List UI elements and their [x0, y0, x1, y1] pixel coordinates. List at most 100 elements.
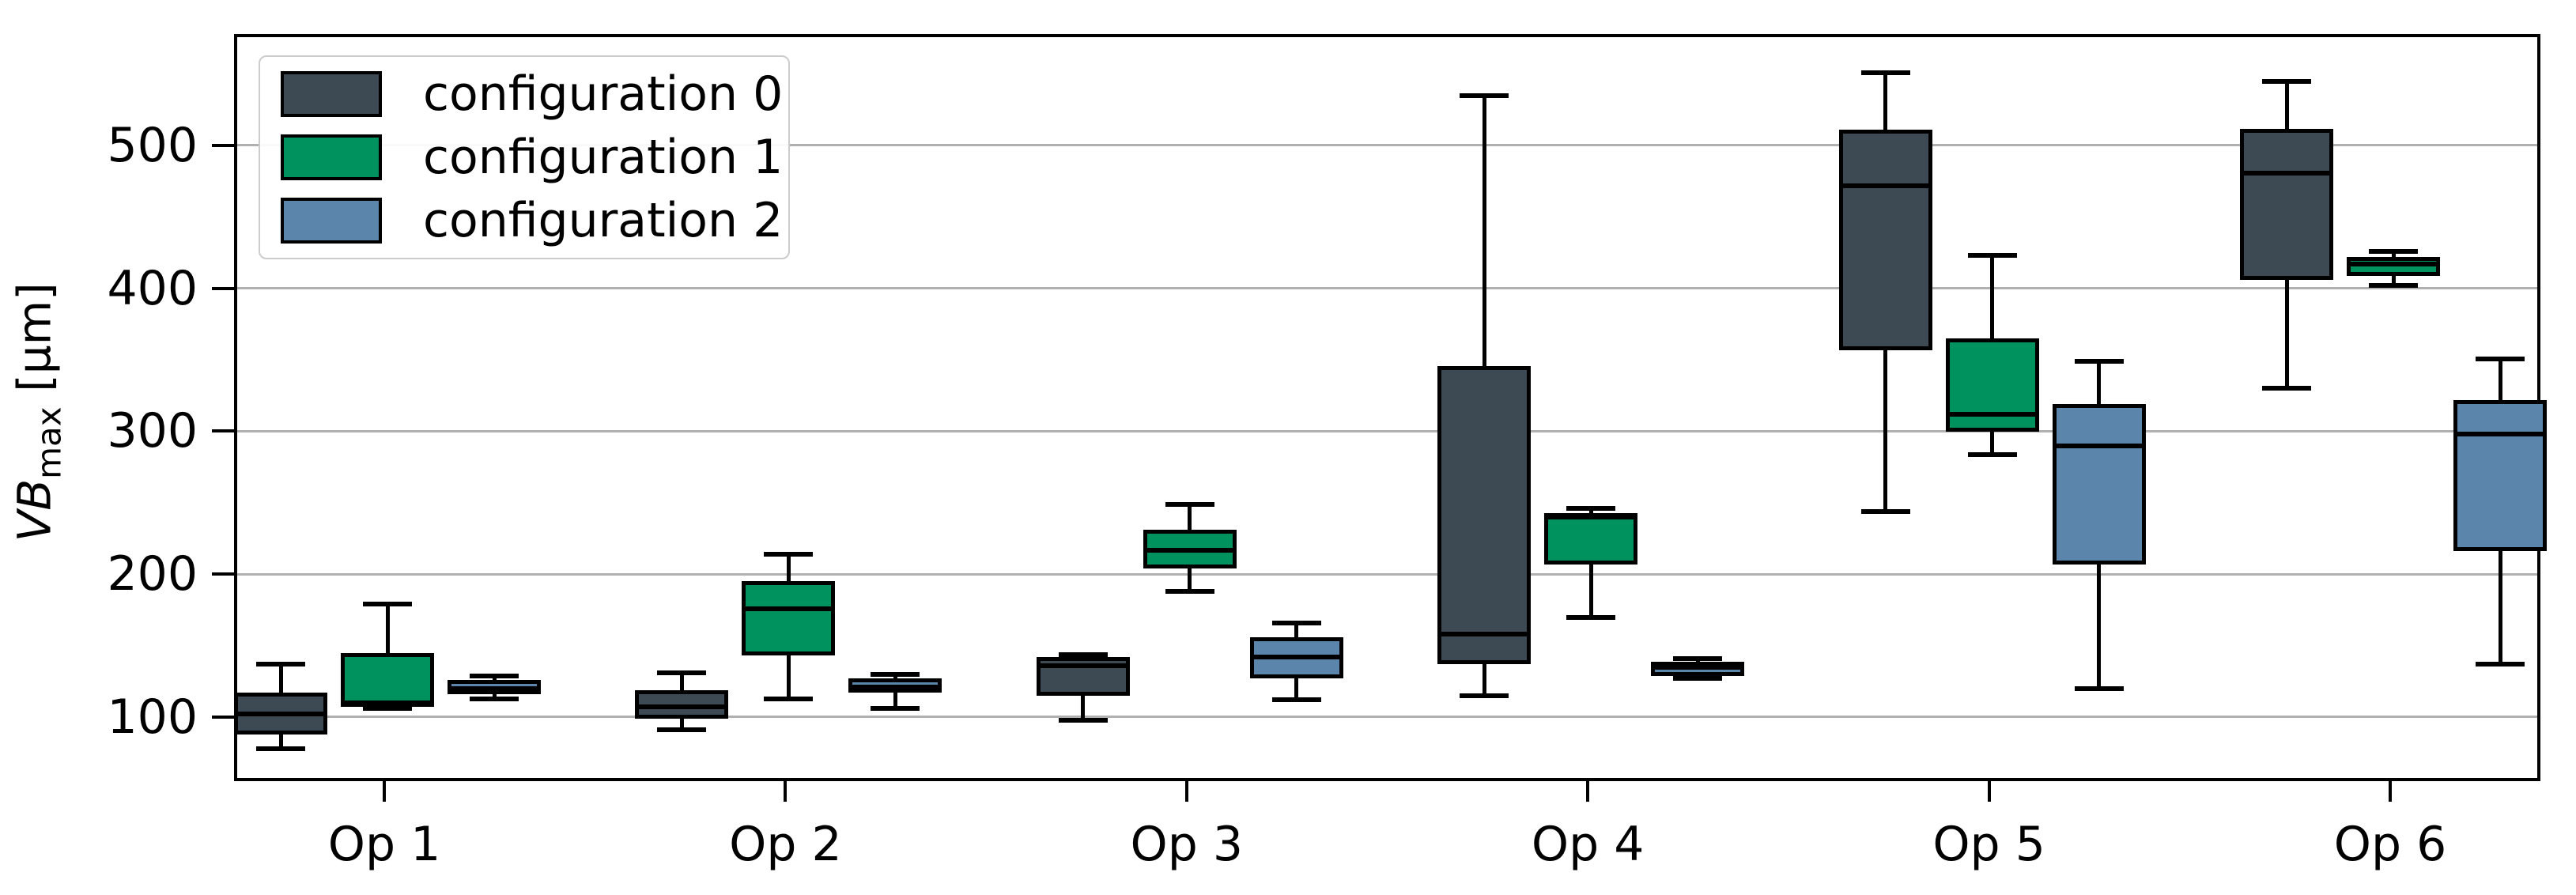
- y-tick-label: 300: [107, 403, 198, 459]
- whisker-cap-max: [764, 552, 814, 557]
- y-axis-label-var: VB: [7, 478, 62, 542]
- whisker-cap-max: [363, 602, 412, 607]
- whisker-cap-min: [657, 727, 707, 733]
- box: [1544, 512, 1638, 565]
- whisker-lower: [679, 718, 684, 731]
- whisker-lower: [1588, 564, 1593, 617]
- whisker-lower: [1990, 431, 1995, 455]
- median-line: [2347, 262, 2440, 267]
- x-tick: [1987, 781, 1991, 802]
- box: [1945, 338, 2039, 432]
- median-line: [1651, 664, 1745, 670]
- median-line: [2052, 443, 2146, 448]
- whisker-cap-max: [1860, 70, 1910, 76]
- median-line: [1544, 515, 1638, 520]
- x-tick-label: Op 1: [327, 817, 441, 872]
- y-tick: [212, 286, 234, 290]
- gridline: [237, 572, 2537, 576]
- box: [742, 581, 836, 656]
- x-tick: [383, 781, 386, 802]
- median-line: [341, 701, 434, 705]
- median-line: [2453, 432, 2547, 437]
- whisker-cap-max: [1673, 655, 1723, 661]
- median-line: [448, 685, 541, 691]
- whisker-cap-min: [1566, 614, 1616, 620]
- whisker-upper: [2097, 361, 2102, 405]
- whisker-cap-min: [2476, 662, 2525, 667]
- legend-label: configuration 2: [423, 193, 784, 248]
- whisker-cap-max: [1271, 620, 1321, 625]
- median-line: [1945, 412, 2039, 417]
- whisker-cap-min: [764, 696, 814, 701]
- legend-item: configuration 1: [281, 126, 788, 189]
- box: [2453, 399, 2547, 552]
- whisker-cap-min: [871, 706, 920, 712]
- whisker-cap-min: [1967, 451, 2017, 457]
- whisker-cap-min: [1271, 697, 1321, 703]
- whisker-cap-max: [1967, 253, 2017, 259]
- median-line: [635, 704, 729, 710]
- median-line: [1249, 655, 1343, 660]
- whisker-lower: [1482, 664, 1486, 696]
- y-tick: [212, 429, 234, 433]
- whisker-cap-max: [470, 673, 519, 678]
- whisker-lower: [2097, 564, 2102, 689]
- whisker-cap-max: [2369, 249, 2418, 255]
- whisker-cap-max: [256, 662, 305, 667]
- whisker-cap-min: [1165, 589, 1214, 595]
- whisker-cap-min: [1460, 693, 1509, 698]
- whisker-cap-max: [1460, 93, 1509, 99]
- whisker-upper: [679, 673, 684, 690]
- legend-item: configuration 2: [281, 189, 788, 252]
- whisker-cap-max: [1566, 506, 1616, 512]
- whisker-cap-min: [470, 696, 519, 701]
- whisker-cap-max: [1165, 501, 1214, 507]
- whisker-lower: [2498, 551, 2502, 665]
- box: [2240, 128, 2333, 281]
- x-tick-label: Op 3: [1130, 817, 1244, 872]
- box: [635, 689, 729, 719]
- whisker-upper: [278, 664, 283, 693]
- whisker-upper: [1294, 622, 1299, 637]
- box: [1838, 130, 1932, 350]
- whisker-lower: [1188, 568, 1192, 592]
- whisker-lower: [1883, 349, 1888, 512]
- legend-label: configuration 1: [423, 130, 784, 185]
- whisker-cap-max: [657, 670, 707, 676]
- median-line: [1036, 663, 1130, 669]
- whisker-upper: [385, 604, 390, 653]
- whisker-upper: [2498, 358, 2502, 400]
- median-line: [742, 606, 836, 611]
- x-tick: [1184, 781, 1188, 802]
- whisker-cap-min: [1058, 717, 1108, 723]
- box: [2052, 404, 2146, 565]
- y-tick-label: 400: [107, 260, 198, 316]
- legend-swatch-0: [281, 71, 382, 117]
- whisker-upper: [2284, 81, 2289, 129]
- median-line: [2240, 170, 2333, 176]
- whisker-lower: [1081, 695, 1086, 720]
- legend-label: configuration 0: [423, 66, 784, 122]
- median-line: [234, 712, 327, 717]
- whisker-lower: [893, 693, 897, 709]
- whisker-cap-min: [2262, 386, 2311, 391]
- median-line: [1437, 632, 1532, 637]
- whisker-lower: [2284, 280, 2289, 389]
- whisker-cap-min: [1860, 508, 1910, 514]
- whisker-cap-min: [1673, 676, 1723, 682]
- x-tick-label: Op 5: [1932, 817, 2045, 872]
- median-line: [1838, 183, 1932, 188]
- median-line: [1143, 547, 1237, 553]
- whisker-cap-max: [2074, 359, 2124, 364]
- whisker-upper: [1188, 504, 1192, 531]
- whisker-lower: [2391, 275, 2396, 286]
- x-tick-label: Op 4: [1531, 817, 1645, 872]
- box: [1437, 365, 1532, 665]
- gridline: [237, 716, 2537, 719]
- whisker-cap-min: [2074, 685, 2124, 691]
- y-tick-label: 500: [107, 117, 198, 173]
- legend-item: configuration 0: [281, 62, 788, 126]
- whisker-cap-max: [2476, 356, 2525, 361]
- y-tick-label: 200: [107, 546, 198, 602]
- x-tick-label: Op 6: [2333, 817, 2447, 872]
